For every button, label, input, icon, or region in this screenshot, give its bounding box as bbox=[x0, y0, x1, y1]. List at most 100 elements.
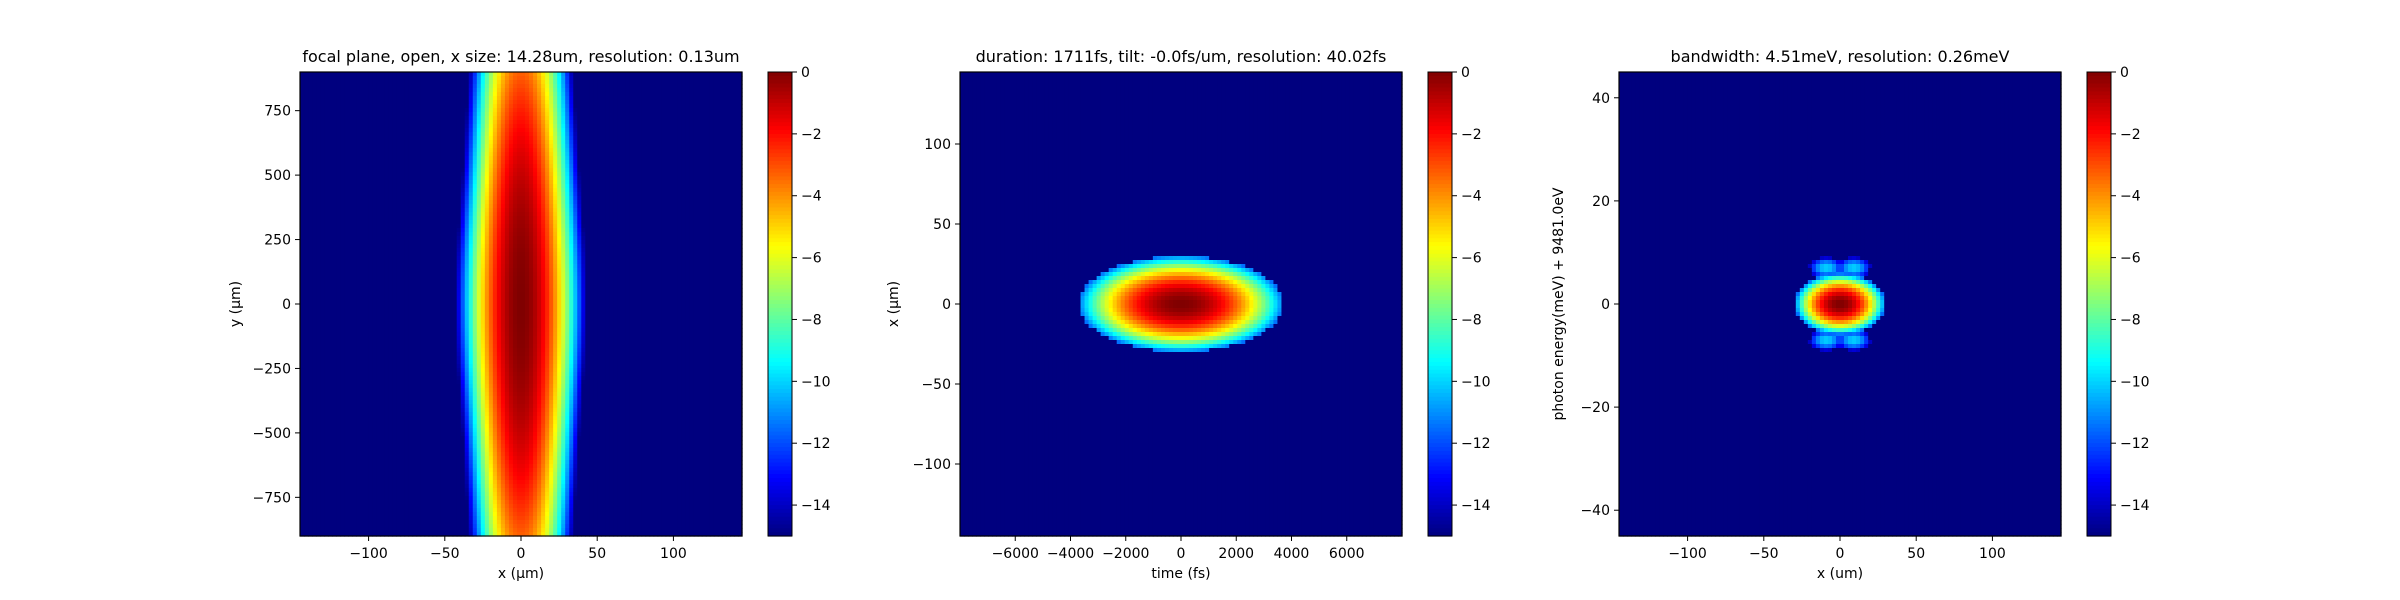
heatmap-cell bbox=[469, 132, 474, 137]
heatmap-cell bbox=[634, 124, 639, 129]
heatmap-cell bbox=[553, 216, 558, 221]
heatmap-cell bbox=[581, 128, 586, 133]
heatmap-cell bbox=[674, 84, 679, 89]
heatmap-cell bbox=[469, 244, 474, 249]
heatmap-cell bbox=[525, 100, 530, 105]
heatmap-cell bbox=[368, 116, 373, 121]
heatmap-cell bbox=[368, 76, 373, 81]
heatmap-cell bbox=[404, 160, 409, 165]
heatmap-cell bbox=[489, 176, 494, 181]
heatmap-cell bbox=[573, 144, 578, 149]
heatmap-cell bbox=[477, 164, 482, 169]
heatmap-cell bbox=[686, 228, 691, 233]
heatmap-cell bbox=[638, 140, 643, 145]
heatmap-cell bbox=[445, 84, 450, 89]
heatmap-cell bbox=[726, 224, 731, 229]
heatmap-cell bbox=[686, 96, 691, 101]
heatmap-cell bbox=[634, 140, 639, 145]
heatmap-cell bbox=[706, 120, 711, 125]
heatmap-cell bbox=[565, 160, 570, 165]
heatmap-cell bbox=[328, 100, 333, 105]
heatmap-cell bbox=[364, 100, 369, 105]
heatmap-cell bbox=[509, 248, 514, 253]
heatmap-cell bbox=[421, 232, 426, 237]
heatmap-cell bbox=[734, 204, 739, 209]
heatmap-cell bbox=[396, 84, 401, 89]
heatmap-cell bbox=[489, 192, 494, 197]
heatmap-cell bbox=[517, 204, 522, 209]
heatmap-cell bbox=[429, 248, 434, 253]
heatmap-cell bbox=[392, 124, 397, 129]
heatmap-cell bbox=[505, 168, 510, 173]
heatmap-cell bbox=[445, 184, 450, 189]
heatmap-cell bbox=[441, 72, 446, 77]
heatmap-cell bbox=[573, 200, 578, 205]
heatmap-cell bbox=[609, 72, 614, 77]
heatmap-cell bbox=[537, 80, 542, 85]
heatmap-cell bbox=[348, 196, 353, 201]
heatmap-cell bbox=[553, 100, 558, 105]
heatmap-cell bbox=[449, 132, 454, 137]
heatmap-cell bbox=[328, 228, 333, 233]
heatmap-cell bbox=[686, 172, 691, 177]
heatmap-cell bbox=[730, 72, 735, 77]
heatmap-cell bbox=[364, 140, 369, 145]
heatmap-cell bbox=[324, 108, 329, 113]
heatmap-cell bbox=[718, 140, 723, 145]
heatmap-cell bbox=[461, 232, 466, 237]
heatmap-cell bbox=[421, 92, 426, 97]
heatmap-cell bbox=[557, 220, 562, 225]
heatmap-cell bbox=[332, 76, 337, 81]
heatmap-cell bbox=[593, 136, 598, 141]
heatmap-cell bbox=[722, 212, 727, 217]
heatmap-cell bbox=[662, 88, 667, 93]
heatmap-cell bbox=[718, 224, 723, 229]
heatmap-cell bbox=[320, 188, 325, 193]
heatmap-cell bbox=[581, 212, 586, 217]
heatmap-cell bbox=[642, 200, 647, 205]
heatmap-cell bbox=[722, 96, 727, 101]
heatmap-cell bbox=[513, 212, 518, 217]
heatmap-cell bbox=[425, 72, 430, 77]
heatmap-cell bbox=[525, 120, 530, 125]
heatmap-cell bbox=[621, 152, 626, 157]
heatmap-cell bbox=[328, 244, 333, 249]
heatmap-cell bbox=[485, 76, 490, 81]
heatmap-cell bbox=[545, 120, 550, 125]
heatmap-cell bbox=[312, 212, 317, 217]
heatmap-cell bbox=[372, 140, 377, 145]
heatmap-cell bbox=[581, 248, 586, 253]
heatmap-cell bbox=[368, 228, 373, 233]
heatmap-cell bbox=[698, 112, 703, 117]
heatmap-cell bbox=[372, 132, 377, 137]
heatmap-cell bbox=[312, 232, 317, 237]
heatmap-cell bbox=[408, 80, 413, 85]
heatmap-cell bbox=[573, 156, 578, 161]
heatmap-cell bbox=[605, 200, 610, 205]
heatmap-cell bbox=[589, 96, 594, 101]
heatmap-cell bbox=[569, 188, 574, 193]
heatmap-cell bbox=[662, 72, 667, 77]
heatmap-cell bbox=[690, 216, 695, 221]
heatmap-cell bbox=[734, 184, 739, 189]
heatmap-cell bbox=[549, 192, 554, 197]
heatmap-cell bbox=[449, 204, 454, 209]
heatmap-cell bbox=[634, 192, 639, 197]
heatmap-cell bbox=[589, 140, 594, 145]
heatmap-cell bbox=[646, 96, 651, 101]
heatmap-cell bbox=[646, 104, 651, 109]
heatmap-cell bbox=[734, 232, 739, 237]
heatmap-cell bbox=[670, 188, 675, 193]
heatmap-cell bbox=[300, 104, 305, 109]
heatmap-cell bbox=[646, 188, 651, 193]
heatmap-cell bbox=[457, 80, 462, 85]
heatmap-cell bbox=[457, 212, 462, 217]
heatmap-cell bbox=[682, 216, 687, 221]
heatmap-cell bbox=[726, 196, 731, 201]
heatmap-cell bbox=[493, 76, 498, 81]
heatmap-cell bbox=[505, 196, 510, 201]
heatmap-cell bbox=[698, 188, 703, 193]
heatmap-cell bbox=[501, 216, 506, 221]
heatmap-cell bbox=[694, 212, 699, 217]
heatmap-cell bbox=[408, 136, 413, 141]
